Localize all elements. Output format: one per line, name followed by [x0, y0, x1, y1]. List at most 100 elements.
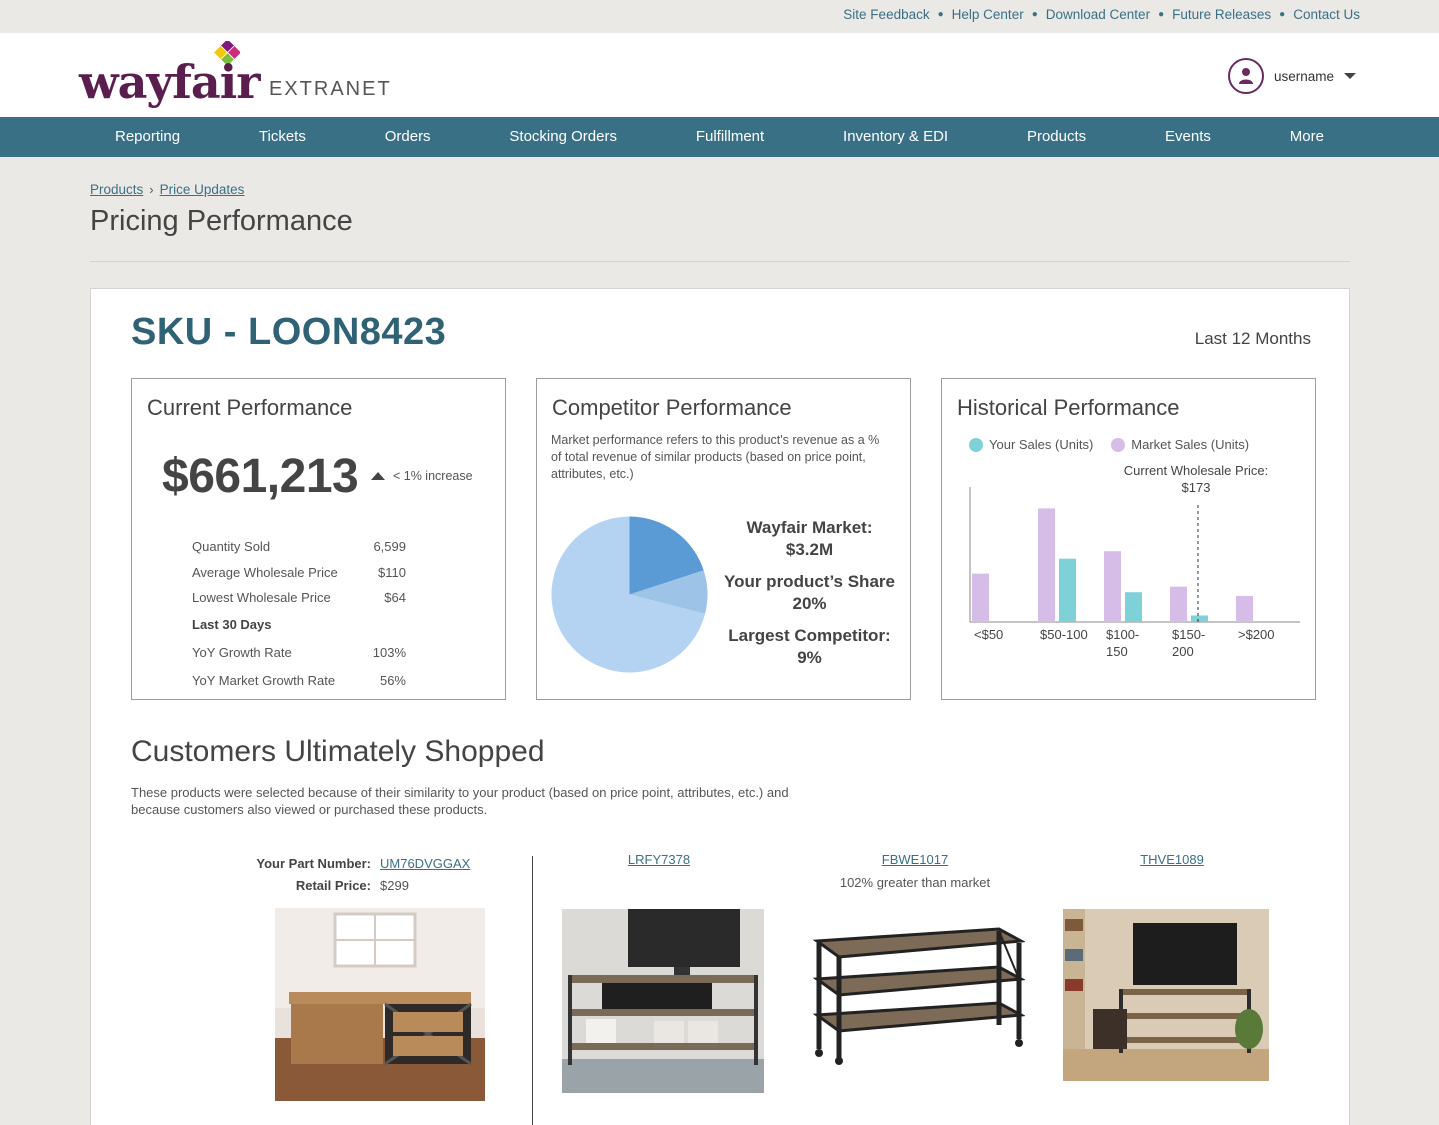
nav-stocking-orders[interactable]: Stocking Orders — [509, 128, 617, 145]
competitor-stat: Largest Competitor: 9% — [717, 625, 902, 669]
revenue-change: < 1% increase — [371, 469, 473, 483]
logo-wordmark: wayfair — [79, 55, 260, 109]
legend-label: Your Sales (Units) — [989, 437, 1094, 452]
title-divider — [90, 261, 1350, 262]
stat-label: YoY Growth Rate — [192, 645, 292, 660]
stat-value: 56% — [379, 673, 406, 688]
stat-label: Lowest Wholesale Price — [192, 590, 331, 606]
current-performance-title: Current Performance — [147, 395, 353, 420]
stat-row: YoY Growth Rate 103% — [192, 639, 406, 667]
bar-market-sales — [1038, 508, 1055, 622]
competitor-performance-title: Competitor Performance — [552, 395, 792, 420]
competitor-description: Market performance refers to this produc… — [551, 433, 880, 481]
competitor-stats: Wayfair Market: $3.2M Your product’s Sha… — [717, 517, 902, 679]
nav-fulfillment[interactable]: Fulfillment — [695, 128, 765, 145]
competitor-product-1-image[interactable] — [562, 909, 764, 1093]
market-stat: Wayfair Market: $3.2M — [717, 517, 902, 561]
stat-row: YoY Market Growth Rate 56% — [192, 667, 406, 695]
pie-slice-largest-competitor — [629, 570, 708, 614]
customers-description: These products were selected because of … — [131, 785, 789, 817]
market-value: $3.2M — [785, 540, 834, 559]
pie-slice-your-share — [629, 516, 704, 595]
competitor-value: 9% — [797, 648, 822, 667]
historical-performance-panel: Historical Performance Your Sales (Units… — [941, 378, 1316, 700]
part-number-link[interactable]: UM76DVGGAX — [380, 855, 471, 871]
vertical-divider — [532, 856, 533, 1125]
historical-performance-title: Historical Performance — [957, 395, 1180, 420]
share-value: 20% — [792, 594, 827, 613]
sku-performance-card: SKU - LOON8423 Last 12 Months Current Pe… — [90, 288, 1350, 1125]
stat-row: Lowest Wholesale Price $64 — [192, 585, 406, 611]
marker-value: $173 — [1182, 480, 1211, 495]
chevron-right-icon: › — [149, 182, 154, 197]
main-nav: Reporting Tickets Orders Stocking Orders… — [0, 117, 1439, 157]
nav-reporting[interactable]: Reporting — [115, 128, 181, 145]
stat-row: Average Wholesale Price $110 — [192, 560, 406, 586]
future-releases-link[interactable]: Future Releases — [1172, 7, 1272, 22]
user-menu[interactable]: username — [1227, 58, 1356, 94]
user-avatar-icon — [1227, 58, 1264, 94]
competitor-product-2: FBWE1017 102% greater than market — [795, 852, 1035, 890]
utility-bar: Site Feedback ● Help Center ● Download C… — [0, 0, 1439, 33]
competitor-product-3: THVE1089 — [1052, 852, 1292, 867]
x-tick-label: <$50 — [974, 627, 1003, 642]
your-product-info: Your Part Number: UM76DVGGAX Retail Pric… — [211, 852, 470, 896]
site-feedback-link[interactable]: Site Feedback — [843, 7, 930, 22]
bar-market-sales — [1170, 586, 1187, 622]
breadcrumb: Products › Price Updates — [90, 182, 244, 197]
competitor-product-2-image[interactable] — [813, 919, 1025, 1065]
separator-dot: ● — [1158, 9, 1165, 20]
nav-inventory-edi[interactable]: Inventory & EDI — [843, 128, 949, 145]
bar-market-sales — [972, 573, 989, 622]
bar-your-sales — [1125, 592, 1142, 622]
download-center-link[interactable]: Download Center — [1045, 7, 1151, 22]
retail-price-label: Retail Price: — [295, 877, 371, 893]
retail-price-row: Retail Price: $299 — [211, 874, 470, 896]
wayfair-extranet-logo[interactable]: wayfair EXTRANET — [79, 41, 392, 111]
nav-orders[interactable]: Orders — [384, 128, 431, 145]
competitor-product-1: LRFY7378 — [539, 852, 779, 867]
breadcrumb-price-updates[interactable]: Price Updates — [159, 182, 245, 197]
your-product-image[interactable] — [275, 908, 485, 1101]
competitor-sku-link[interactable]: THVE1089 — [1140, 852, 1204, 867]
sku-title: SKU - LOON8423 — [131, 311, 447, 353]
contact-us-link[interactable]: Contact Us — [1293, 7, 1360, 22]
nav-events[interactable]: Events — [1165, 128, 1211, 145]
competitor-sku-link[interactable]: FBWE1017 — [881, 852, 949, 867]
nav-products[interactable]: Products — [1026, 128, 1087, 145]
competitor-price-note: 102% greater than market — [839, 875, 991, 890]
revenue-change-label: < 1% increase — [393, 469, 473, 483]
market-label: Wayfair Market: — [746, 518, 873, 537]
nav-tickets[interactable]: Tickets — [258, 128, 306, 145]
retail-price-value: $299 — [380, 877, 409, 893]
part-number-row: Your Part Number: UM76DVGGAX — [211, 852, 470, 874]
stat-label: Average Wholesale Price — [192, 564, 338, 580]
legend-label: Market Sales (Units) — [1131, 437, 1250, 452]
page-title: Pricing Performance — [90, 205, 353, 237]
competitor-product-3-image[interactable] — [1063, 909, 1269, 1081]
stat-value: 6,599 — [373, 539, 406, 555]
username-label: username — [1273, 68, 1334, 84]
current-performance-panel: Current Performance $661,213 < 1% increa… — [131, 378, 506, 700]
share-stat: Your product’s Share 20% — [717, 571, 902, 615]
bar-your-sales — [1059, 558, 1076, 622]
stat-label: Quantity Sold — [192, 539, 271, 555]
bar-market-sales — [1104, 551, 1121, 622]
separator-dot: ● — [1279, 9, 1286, 20]
performance-stats: Quantity Sold 6,599 Average Wholesale Pr… — [192, 534, 406, 695]
bar-market-sales — [1236, 595, 1253, 622]
stat-value: $110 — [378, 564, 406, 580]
legend-swatch — [969, 437, 983, 452]
nav-more[interactable]: More — [1289, 128, 1324, 145]
logo-extranet-label: EXTRANET — [269, 78, 392, 100]
last30-heading: Last 30 Days — [192, 617, 272, 632]
legend-item-your-sales: Your Sales (Units) — [969, 437, 1093, 452]
breadcrumb-products[interactable]: Products — [90, 182, 144, 197]
header: wayfair EXTRANET username — [0, 33, 1439, 117]
stat-label: YoY Market Growth Rate — [192, 673, 336, 688]
bar-your-sales — [1191, 615, 1208, 622]
marker-label: Current Wholesale Price: — [1124, 463, 1269, 478]
help-center-link[interactable]: Help Center — [951, 7, 1024, 22]
competitor-sku-link[interactable]: LRFY7378 — [627, 852, 691, 867]
competitor-label: Largest Competitor: — [728, 626, 891, 645]
